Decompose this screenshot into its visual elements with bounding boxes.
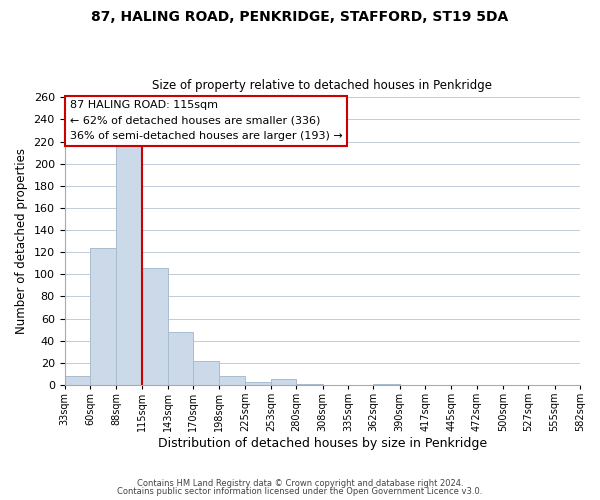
Bar [245, 382, 271, 385]
Title: Size of property relative to detached houses in Penkridge: Size of property relative to detached ho… [152, 79, 492, 92]
Bar [116, 144, 142, 385]
Text: Contains HM Land Registry data © Crown copyright and database right 2024.: Contains HM Land Registry data © Crown c… [137, 478, 463, 488]
X-axis label: Distribution of detached houses by size in Penkridge: Distribution of detached houses by size … [158, 437, 487, 450]
Bar [373, 384, 400, 385]
Bar [65, 376, 90, 385]
Bar [271, 380, 296, 385]
Text: Contains public sector information licensed under the Open Government Licence v3: Contains public sector information licen… [118, 487, 482, 496]
Bar [220, 376, 245, 385]
Y-axis label: Number of detached properties: Number of detached properties [15, 148, 28, 334]
Text: 87, HALING ROAD, PENKRIDGE, STAFFORD, ST19 5DA: 87, HALING ROAD, PENKRIDGE, STAFFORD, ST… [91, 10, 509, 24]
Bar [296, 384, 323, 385]
Text: 87 HALING ROAD: 115sqm
← 62% of detached houses are smaller (336)
36% of semi-de: 87 HALING ROAD: 115sqm ← 62% of detached… [70, 100, 343, 141]
Bar [142, 268, 168, 385]
Bar [168, 332, 193, 385]
Bar [90, 248, 116, 385]
Bar [193, 360, 220, 385]
